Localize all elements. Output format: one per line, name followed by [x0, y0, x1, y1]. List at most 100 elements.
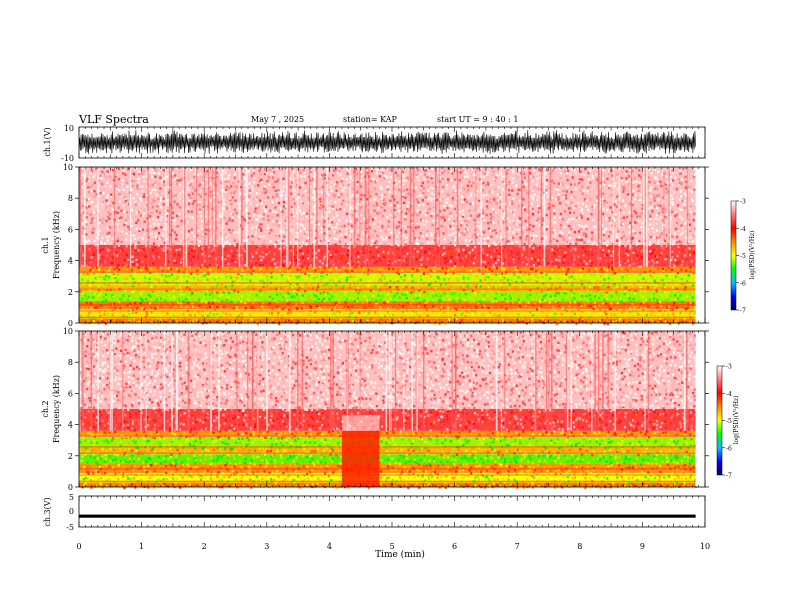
spec1-cell [541, 217, 545, 220]
spec1-cell [403, 278, 407, 282]
spec1-cell [107, 283, 110, 287]
spec1-cell [218, 179, 221, 183]
spec1-cell [338, 266, 341, 269]
spec1-cell [271, 223, 274, 226]
spec1-cell [262, 265, 265, 269]
spec1-cell [362, 201, 365, 204]
spec1-cell [571, 217, 575, 221]
spec1-cell [292, 295, 295, 298]
spec1-cell [551, 227, 554, 230]
spec1-cell [442, 311, 445, 315]
spec1-cell [187, 188, 190, 192]
spec1-cell [365, 258, 369, 262]
spec1-cell [215, 175, 219, 179]
spec1-cell [254, 218, 258, 221]
spec1-cell [359, 198, 362, 201]
spec1-cell [444, 285, 447, 289]
spec1-cell [342, 213, 345, 216]
spec1-cell [99, 314, 102, 317]
spec1-cell [266, 227, 269, 230]
spec1-cell [99, 228, 103, 231]
spec1-cell [307, 254, 310, 257]
spec1-cell [299, 223, 302, 226]
spec1-cell [447, 250, 450, 253]
spec1-cell [192, 255, 195, 258]
spec1-cell [196, 285, 199, 288]
spec1-cell [356, 275, 359, 278]
spec1-cell [542, 282, 545, 285]
spec1-cell [199, 200, 202, 204]
spec1-cell [162, 197, 165, 200]
spec1-cell [320, 190, 324, 194]
spec1-cell [378, 259, 381, 262]
spec1-cell [89, 260, 92, 264]
spec1-cell [568, 224, 571, 228]
spec1-cell [259, 249, 262, 252]
spec1-cell [569, 242, 572, 246]
spec1-cell [344, 240, 347, 243]
spec1-cell [220, 283, 223, 286]
spec1-cell [216, 206, 219, 210]
spec1-cell [236, 264, 240, 268]
spec1-cell [356, 300, 359, 303]
spec1-cell [132, 263, 135, 266]
spec1-cell [415, 198, 419, 201]
spec1-cell [328, 248, 331, 251]
spec1-cell [440, 274, 443, 277]
spec1-cell [234, 274, 238, 278]
spec1-cell [567, 267, 570, 271]
spec1-cell [482, 195, 485, 198]
spec1-cell [369, 289, 372, 292]
spec1-cell [390, 188, 394, 191]
spec1-cell [158, 211, 162, 214]
spec1-cell [407, 201, 410, 204]
spec1-cell [481, 194, 484, 197]
spec1-cell [506, 273, 509, 277]
spec1-cell [583, 300, 586, 304]
spec1-cell [499, 246, 502, 249]
spec1-cell [328, 234, 331, 237]
spec1-cell [401, 304, 405, 308]
spec1-cell [369, 195, 372, 198]
spec1-cell [106, 215, 110, 218]
spec1-cell [338, 311, 342, 314]
spec1-cell [150, 275, 153, 279]
spec1-cell [189, 196, 192, 200]
spec1-cell [93, 289, 96, 293]
spec1-cell [440, 224, 443, 228]
spec1-cell [535, 234, 538, 238]
spec1-cell [415, 312, 418, 316]
spec1-cell [310, 296, 313, 300]
spec1-cell [99, 174, 102, 178]
spec1-cell [149, 295, 152, 298]
spec1-cell [263, 185, 266, 188]
spec1-cell [337, 193, 340, 197]
spec1-cell [125, 263, 128, 267]
spec1-cell [512, 261, 516, 264]
spec1-cell [547, 317, 550, 320]
spec1-cell [327, 239, 330, 243]
spec1-cell [547, 262, 550, 265]
spec1-cell [566, 185, 569, 189]
spec1-cell [154, 243, 157, 247]
spec1-cell [251, 301, 255, 304]
spec1-cell [179, 239, 183, 242]
spec1-cell [141, 260, 144, 264]
spec1-cell [85, 298, 88, 301]
spec1-cell [455, 248, 458, 251]
spec1-cell [389, 302, 392, 306]
spec1-cell [561, 306, 564, 310]
spec1-cell [200, 259, 203, 262]
spec1-cell [389, 194, 392, 198]
spec1-cell [109, 266, 112, 269]
spec1-cell [298, 186, 301, 189]
spec1-cell [401, 170, 404, 174]
spec1-cell [105, 199, 108, 202]
spec1-cell [301, 184, 304, 187]
spec1-cell [587, 214, 590, 217]
spec1-cell [510, 250, 513, 253]
spec1-cell [524, 209, 528, 213]
spec1-cell [531, 238, 534, 241]
spec1-cell [280, 299, 283, 302]
spec1-cell [588, 267, 591, 271]
